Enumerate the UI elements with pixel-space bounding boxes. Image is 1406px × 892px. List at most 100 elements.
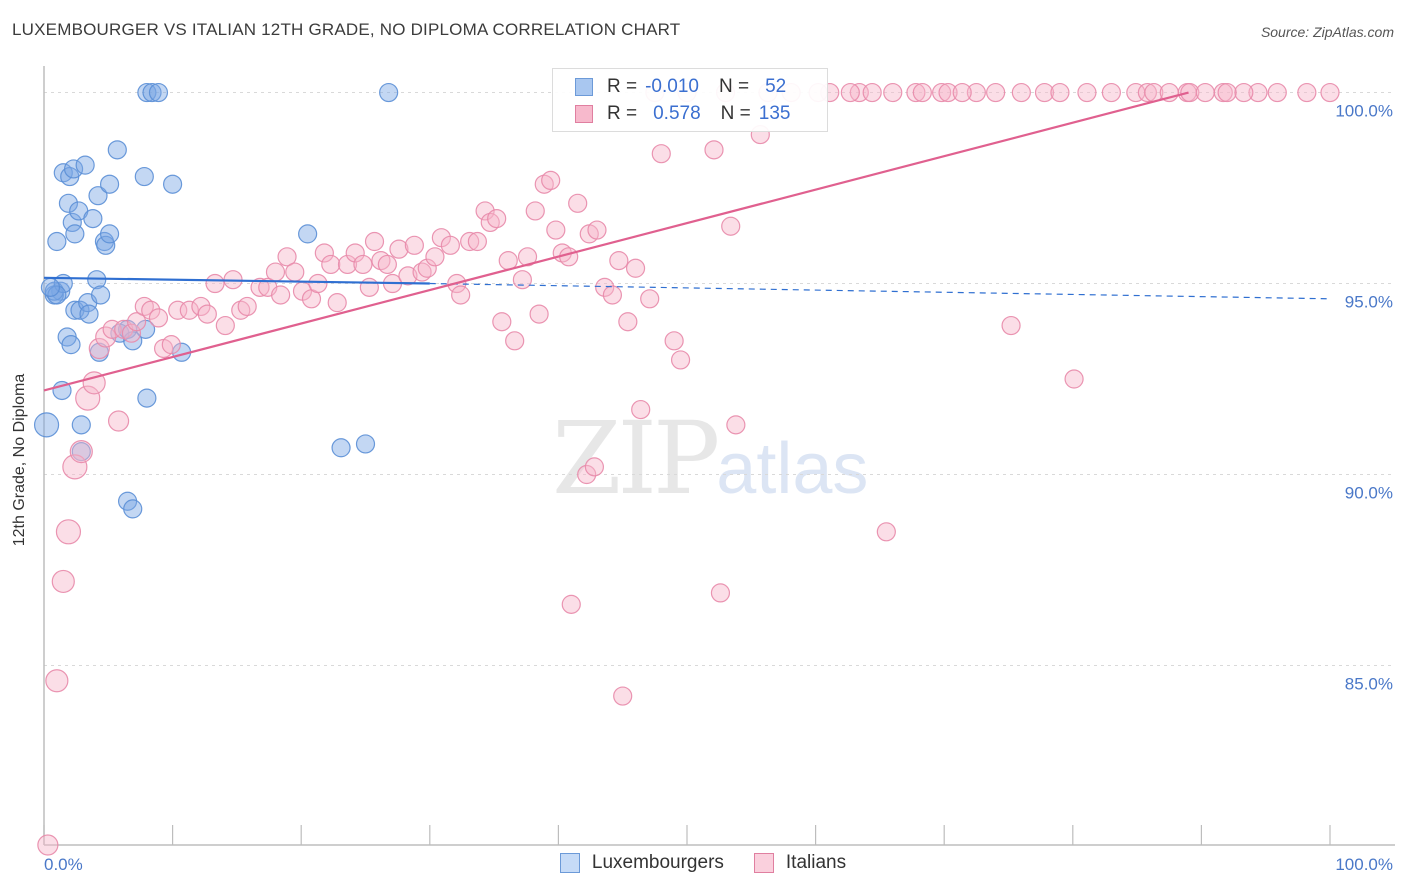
italian-point [1077,82,1097,103]
italian-point [121,323,142,343]
y-tick-label: 90.0% [1345,484,1393,503]
source-label: Source: ZipAtlas.com [1260,24,1394,40]
italian-point [568,193,588,213]
luxembourger-point [107,140,127,160]
italian-point [952,82,972,103]
italian-point [664,331,684,351]
italian-point [205,273,225,294]
italian-point [51,569,75,594]
italian-point [525,201,545,221]
watermark: ZIPatlas [552,400,868,517]
series-swatch-luxembourgers [559,853,580,873]
italian-point [1248,82,1268,103]
italian-point [412,262,432,282]
luxembourger-trend-extension [429,282,1331,300]
y-tick-label: 95.0% [1345,293,1393,312]
luxembourger-point [33,412,60,438]
luxembourger-point [61,335,81,355]
italian-point [285,262,305,282]
italian-point [1195,82,1215,103]
italian-point [237,296,257,317]
luxembourger-point [163,174,183,194]
italian-point [179,300,199,320]
italian-point [1101,82,1121,103]
italian-trend-line [43,91,1189,392]
legend-r-label: R = [607,103,638,124]
italian-point [541,170,561,191]
italian-point [721,216,741,236]
italian-point [308,273,328,294]
legend-row-italians: R = 0.578 N = 135 [575,102,790,126]
italian-point [932,82,952,103]
italian-point [1217,82,1237,103]
italian-point [584,457,605,477]
italian-point [1234,82,1254,103]
series-swatch-italians [753,853,774,873]
italian-point [883,82,903,103]
italian-point [69,439,93,464]
italian-point [651,144,671,164]
italian-point [906,82,926,103]
y-tick-label: 100.0% [1335,102,1393,121]
luxembourger-point [96,235,116,255]
italian-point [389,239,409,259]
stats-legend: R = -0.010 N = 52 R = 0.578 N = 135 [552,68,828,132]
italian-point [440,235,460,255]
x-tick-label: 100.0% [1335,855,1393,874]
x-tick-label: 0.0% [44,855,83,874]
italian-point [640,289,660,309]
italian-point [75,385,101,411]
legend-r-value: 0.578 [653,103,701,124]
legend-swatch-luxembourgers [575,78,593,96]
italian-point [840,82,860,103]
italian-point [475,201,495,221]
italian-point [546,220,566,240]
luxembourger-point [99,224,120,244]
legend-r-value: -0.010 [645,76,699,97]
luxembourger-point [62,212,82,233]
luxembourger-point [83,209,103,229]
luxembourger-point [137,82,157,103]
italian-point [559,247,579,267]
italian-point [327,293,347,313]
italian-point [938,82,958,103]
luxembourger-point [65,224,85,244]
italian-point [912,82,932,103]
italian-point [587,220,607,240]
italian-point [577,464,597,485]
italian-point [862,82,882,103]
italian-point [1064,369,1084,389]
italian-point [460,231,480,252]
italian-point [595,277,615,297]
italian-point [215,315,235,336]
italian-point [37,834,59,856]
italian-point [517,247,538,267]
italian-point [168,300,188,320]
italian-point [1001,315,1021,336]
italian-point [82,371,106,395]
legend-n-label: N = [718,76,750,97]
italian-point [467,231,487,252]
italian-point [191,296,211,317]
italian-point [512,270,532,290]
italian-point [1180,82,1200,103]
legend-row-luxembourgers: R = -0.010 N = 52 [575,75,786,99]
italian-point [602,285,623,305]
italian-point [876,522,896,542]
luxembourger-point [71,441,91,462]
luxembourger-point [137,388,157,408]
luxembourger-point [71,415,91,435]
luxembourger-point [99,174,120,194]
italian-point [1267,82,1287,103]
legend-n-label: N = [720,103,751,124]
italian-point [359,277,379,297]
luxembourger-point [134,166,154,187]
luxembourger-point [123,499,143,519]
legend-r-label: R = [607,76,638,97]
italian-point [966,82,986,103]
italian-point [337,254,358,275]
luxembourger-point [298,224,318,244]
italian-point [141,300,161,320]
italian-point [398,266,418,286]
luxembourger-point [79,304,99,324]
